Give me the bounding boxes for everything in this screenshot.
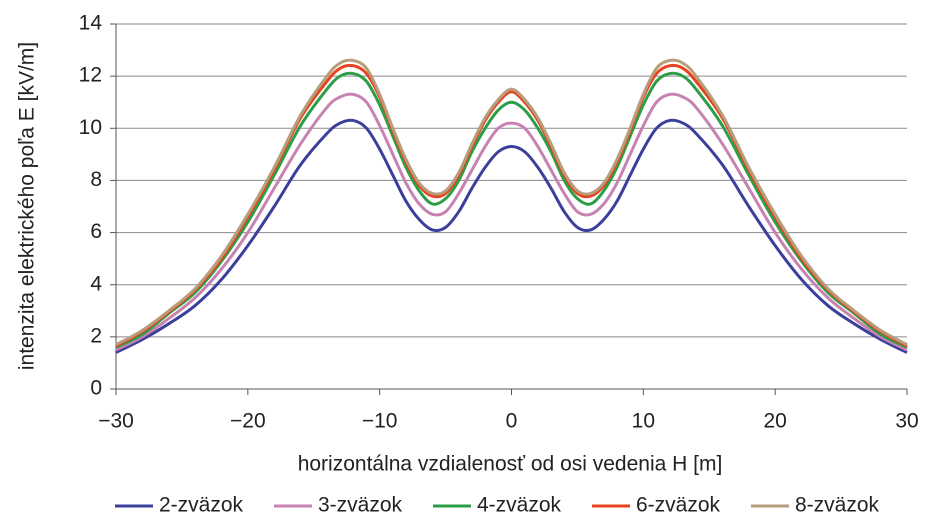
- legend-label: 8-zväzok: [795, 494, 880, 517]
- legend-label: 2-zväzok: [159, 494, 244, 517]
- x-tick-label: 10: [632, 410, 655, 433]
- legend-label: 3-zväzok: [318, 494, 403, 517]
- x-tick-label: −20: [230, 410, 266, 433]
- series-line: [115, 63, 908, 348]
- y-tick-label: 0: [90, 377, 102, 400]
- y-tick-label: 6: [90, 220, 102, 243]
- y-axis-label: intenzita elektrického poľa E [kV/m]: [16, 42, 39, 370]
- series-line: [115, 58, 908, 346]
- y-tick-label: 10: [79, 116, 102, 139]
- x-tick-label: 20: [763, 410, 786, 433]
- x-tick-label: 0: [506, 410, 518, 433]
- y-tick-label: 12: [79, 64, 102, 87]
- x-tick-label: 30: [895, 410, 918, 433]
- x-tick-label: −30: [98, 410, 134, 433]
- x-axis-label: horizontálna vzdialenosť od osi vedenia …: [298, 453, 723, 476]
- y-tick-label: 2: [90, 324, 102, 347]
- series-line: [115, 92, 908, 352]
- y-tick-label: 8: [90, 168, 102, 191]
- legend-label: 6-zväzok: [636, 494, 721, 517]
- y-tick-label: 14: [79, 12, 103, 35]
- legend-label: 4-zväzok: [477, 494, 562, 517]
- x-tick-label: −10: [362, 410, 398, 433]
- y-tick-label: 4: [90, 272, 102, 295]
- series-line: [115, 118, 908, 354]
- series-line: [115, 71, 908, 349]
